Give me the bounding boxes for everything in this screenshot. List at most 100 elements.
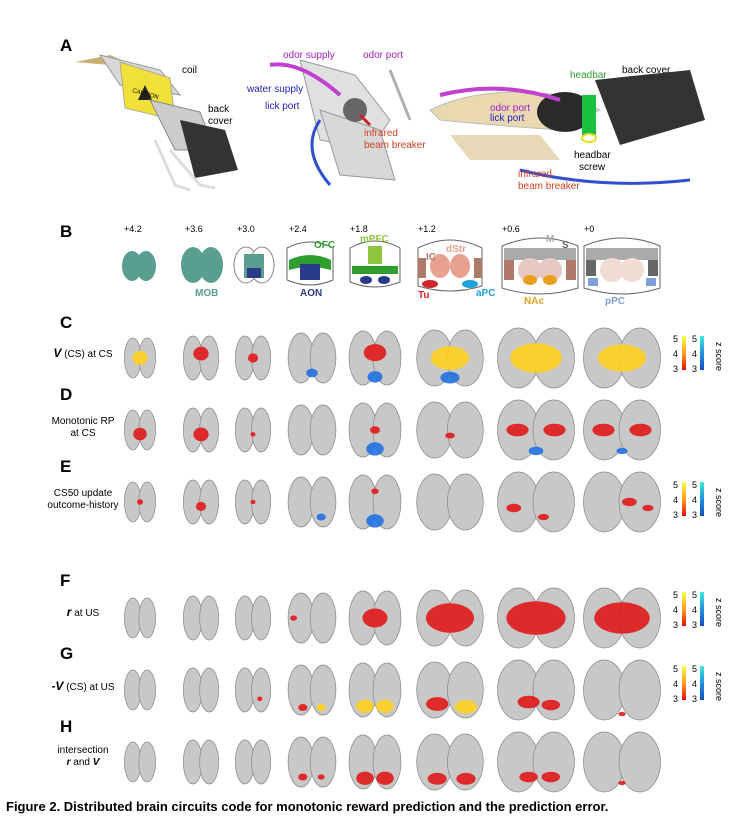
brain-slice-c-4 bbox=[348, 330, 402, 386]
atlas-slice-7 bbox=[583, 237, 661, 295]
row-label-f: r at US bbox=[66, 605, 100, 619]
brain-slice-c-7 bbox=[583, 327, 661, 389]
brain-slice-g-6 bbox=[497, 659, 575, 721]
brain-slice-g-4 bbox=[348, 662, 402, 718]
label-odor-port-right: odor port bbox=[490, 103, 530, 114]
label-back: back bbox=[208, 104, 230, 115]
panel-letter-d: D bbox=[60, 385, 73, 404]
implant-device-drawing: CAUTION bbox=[75, 54, 238, 192]
atlas-slice-4 bbox=[349, 240, 401, 288]
brain-slice-f-7 bbox=[583, 587, 661, 649]
brain-slice-h-0 bbox=[124, 741, 156, 783]
panel-letter-e: E bbox=[60, 457, 72, 476]
brain-slice-d-4 bbox=[348, 402, 402, 458]
label-coil: coil bbox=[182, 65, 197, 76]
svg-text:3: 3 bbox=[673, 694, 678, 704]
brain-slice-e-3 bbox=[287, 476, 337, 528]
brain-slice-f-2 bbox=[234, 595, 272, 641]
label-water-supply: water supply bbox=[246, 84, 303, 95]
svg-text:4: 4 bbox=[692, 605, 697, 615]
atlas-slice-5 bbox=[417, 239, 483, 292]
brain-slice-f-1 bbox=[182, 595, 220, 641]
label-beam-breaker: beam breaker bbox=[364, 140, 426, 151]
atlas-slice-1 bbox=[181, 247, 223, 283]
svg-text:3: 3 bbox=[692, 620, 697, 630]
coord-2: +3.0 bbox=[237, 224, 255, 234]
label-lick-port: lick port bbox=[265, 101, 300, 112]
region-mpfc: mPFC bbox=[360, 234, 389, 245]
coord-6: +0.6 bbox=[502, 224, 520, 234]
brain-slice-g-2 bbox=[234, 667, 272, 713]
region-apc: aPC bbox=[476, 288, 495, 299]
svg-text:z score: z score bbox=[714, 488, 724, 517]
brain-slice-d-7 bbox=[583, 399, 661, 461]
panel-letter-g: G bbox=[60, 644, 74, 663]
coord-4: +1.8 bbox=[350, 224, 368, 234]
brain-slice-g-5 bbox=[416, 661, 484, 719]
brain-slice-grid bbox=[124, 327, 661, 793]
svg-text:4: 4 bbox=[692, 349, 697, 359]
region-ppc: pPC bbox=[605, 296, 625, 307]
svg-text:4: 4 bbox=[673, 605, 678, 615]
label-lick-port-right: lick port bbox=[490, 113, 525, 124]
atlas-slice-6 bbox=[501, 237, 579, 295]
colorbar-group-3: 5 4 3 5 4 3 z score bbox=[673, 590, 724, 630]
svg-text:3: 3 bbox=[673, 620, 678, 630]
panel-letter-a: A bbox=[60, 36, 73, 55]
brain-slice-e-1 bbox=[182, 479, 220, 525]
brain-slice-f-3 bbox=[287, 592, 337, 644]
brain-slice-h-7 bbox=[583, 731, 661, 793]
svg-text:3: 3 bbox=[673, 364, 678, 374]
brain-slice-h-3 bbox=[287, 736, 337, 788]
brain-slice-g-7 bbox=[583, 659, 661, 721]
brain-slice-c-6 bbox=[497, 327, 575, 389]
region-aon: AON bbox=[300, 288, 322, 299]
svg-text:5: 5 bbox=[692, 480, 697, 490]
region-ofc: OFC bbox=[314, 240, 335, 251]
colorbar-group-4: 5 4 3 5 4 3 z score bbox=[673, 664, 724, 704]
svg-text:4: 4 bbox=[673, 679, 678, 689]
row-label-h: intersection r and V bbox=[57, 745, 109, 768]
svg-text:z score: z score bbox=[714, 598, 724, 627]
svg-text:4: 4 bbox=[692, 679, 697, 689]
brain-slice-c-5 bbox=[416, 329, 484, 387]
svg-text:4: 4 bbox=[692, 495, 697, 505]
svg-text:3: 3 bbox=[692, 510, 697, 520]
region-s: S bbox=[562, 240, 569, 251]
brain-slice-e-2 bbox=[234, 479, 272, 525]
svg-text:5: 5 bbox=[692, 590, 697, 600]
label-screw: screw bbox=[579, 162, 606, 173]
brain-slice-d-0 bbox=[124, 409, 156, 451]
figure-caption: Figure 2. Distributed brain circuits cod… bbox=[6, 799, 609, 814]
label-headbar-screw: headbar bbox=[574, 150, 611, 161]
brain-slice-f-4 bbox=[348, 590, 402, 646]
panel-letter-h: H bbox=[60, 717, 73, 736]
colorbar-group-2: 5 4 3 5 4 3 z score bbox=[673, 480, 724, 520]
brain-slice-e-4 bbox=[348, 474, 402, 530]
region-dstr: dStr bbox=[446, 244, 466, 255]
atlas-slice-3 bbox=[286, 241, 334, 286]
panel-b-atlas: +4.2 +3.6 +3.0 +2.4 +1.8 +1.2 +0.6 +0 bbox=[122, 224, 661, 307]
brain-slice-g-1 bbox=[182, 667, 220, 713]
mouse-rig-drawing bbox=[429, 70, 705, 185]
svg-text:5: 5 bbox=[692, 334, 697, 344]
brain-slice-d-2 bbox=[234, 407, 272, 453]
svg-text:5: 5 bbox=[673, 664, 678, 674]
brain-slice-g-3 bbox=[287, 664, 337, 716]
brain-slice-d-6 bbox=[497, 399, 575, 461]
region-tu: Tu bbox=[418, 290, 429, 301]
brain-slice-d-5 bbox=[416, 401, 484, 459]
region-m: M bbox=[546, 234, 554, 245]
brain-slice-d-1 bbox=[182, 407, 220, 453]
brain-slice-f-6 bbox=[497, 587, 575, 649]
label-infrared: infrared bbox=[364, 128, 398, 139]
panel-letter-b: B bbox=[60, 222, 73, 241]
brain-slice-e-6 bbox=[497, 471, 575, 533]
brain-slice-h-6 bbox=[497, 731, 575, 793]
coord-7: +0 bbox=[584, 224, 594, 234]
panel-letter-c: C bbox=[60, 313, 73, 332]
svg-text:5: 5 bbox=[673, 590, 678, 600]
coord-1: +3.6 bbox=[185, 224, 203, 234]
brain-slice-e-0 bbox=[124, 481, 156, 523]
label-cover: cover bbox=[208, 116, 233, 127]
